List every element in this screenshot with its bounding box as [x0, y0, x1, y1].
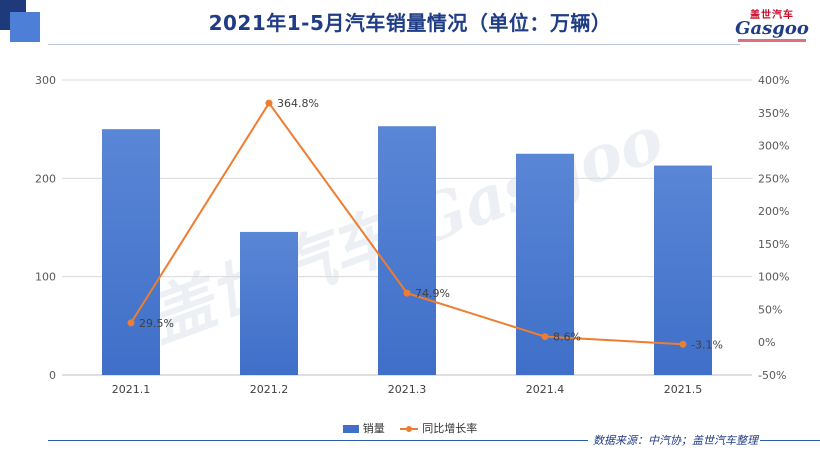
footer-divider-right	[760, 440, 820, 441]
growth-data-label: 8.6%	[553, 331, 581, 344]
legend-label-sales: 销量	[362, 422, 385, 435]
x-tick-label: 2021.1	[112, 383, 151, 396]
y-left-tick-label: 300	[35, 74, 56, 87]
x-tick-label: 2021.3	[388, 383, 427, 396]
growth-point	[679, 340, 687, 348]
growth-data-label: 29.5%	[139, 317, 174, 330]
corner-decoration-light	[10, 12, 40, 42]
y-left-tick-label: 0	[49, 369, 56, 382]
y-right-tick-label: -50%	[758, 369, 786, 382]
chart-title: 2021年1-5月汽车销量情况（单位：万辆）	[208, 11, 612, 35]
y-right-tick-label: 150%	[758, 238, 789, 251]
y-right-tick-label: 250%	[758, 172, 789, 185]
bar-sales	[654, 165, 712, 375]
growth-point	[127, 319, 135, 327]
growth-data-label: 74.9%	[415, 287, 450, 300]
y-left-tick-label: 100	[35, 271, 56, 284]
legend-label-growth: 同比增长率	[422, 422, 478, 435]
logo-en-text: Gasgoo	[735, 18, 809, 39]
growth-point	[265, 99, 273, 107]
y-right-tick-label: 400%	[758, 74, 789, 87]
legend-bar-swatch	[342, 425, 359, 433]
bar-sales	[102, 129, 160, 375]
x-tick-label: 2021.2	[250, 383, 289, 396]
data-source-note: 数据来源：中汽协；盖世汽车整理	[593, 434, 758, 447]
logo-underline	[738, 39, 806, 42]
y-right-tick-label: 100%	[758, 271, 789, 284]
growth-data-label: 364.8%	[277, 97, 319, 110]
title-divider	[48, 44, 740, 45]
legend-line-swatch	[400, 425, 419, 433]
bar-sales	[378, 126, 436, 375]
gasgoo-logo: 盖世汽车 Gasgoo	[732, 6, 812, 46]
y-right-tick-label: 350%	[758, 107, 789, 120]
legend-item-sales: 销量	[342, 420, 385, 436]
x-tick-label: 2021.5	[664, 383, 703, 396]
growth-point	[403, 289, 411, 297]
growth-data-label: -3.1%	[691, 338, 723, 351]
y-right-tick-label: 300%	[758, 140, 789, 153]
logo-cn-text: 盖世汽车	[750, 10, 794, 21]
y-left-tick-label: 200	[35, 172, 56, 185]
y-right-tick-label: 50%	[758, 303, 782, 316]
y-right-tick-label: 0%	[758, 336, 775, 349]
x-tick-label: 2021.4	[526, 383, 565, 396]
y-right-tick-label: 200%	[758, 205, 789, 218]
footer-divider	[48, 440, 588, 441]
legend-item-growth: 同比增长率	[400, 420, 477, 436]
chart-legend: 销量 同比增长率	[0, 420, 820, 436]
bar-sales	[240, 231, 298, 375]
growth-point	[541, 333, 549, 341]
